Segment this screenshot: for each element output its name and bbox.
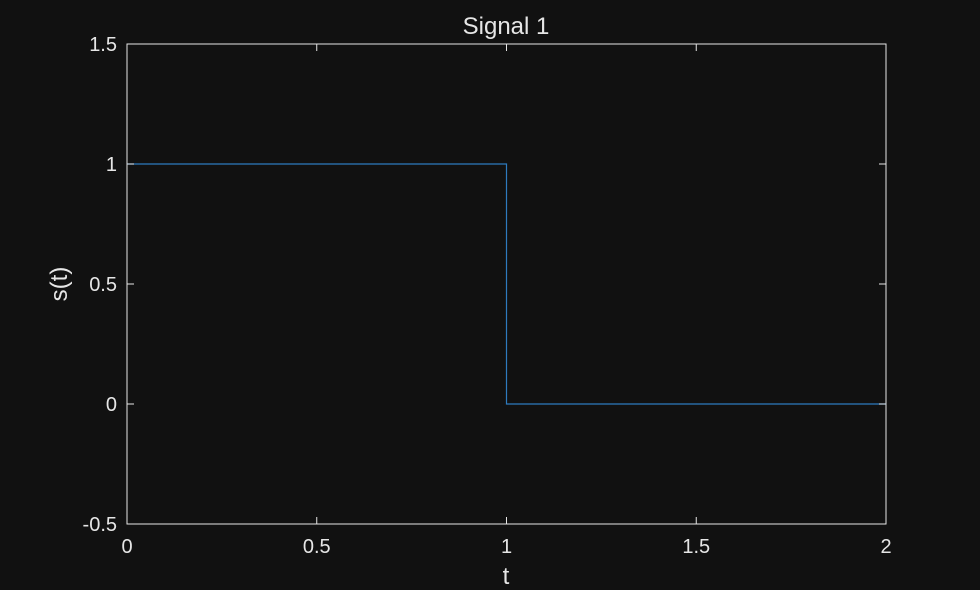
- x-axis-label: t: [503, 563, 510, 590]
- x-tick-label: 2: [880, 536, 891, 558]
- y-tick-label: 0: [106, 394, 117, 416]
- y-tick-label: 1.5: [89, 34, 117, 56]
- x-tick-label: 0.5: [303, 536, 331, 558]
- x-tick-label: 0: [121, 536, 132, 558]
- x-tick-label: 1.5: [682, 536, 710, 558]
- x-tick-label: 1: [501, 536, 512, 558]
- series-layer: [127, 163, 886, 405]
- ticks-layer: 0 0.5 1 1.5 2-0.500.511.5: [83, 34, 892, 558]
- y-tick-label: 0.5: [89, 274, 117, 296]
- y-tick-label: 1: [106, 154, 117, 176]
- y-tick-label: -0.5: [83, 514, 117, 536]
- y-axis-label: s(t): [46, 267, 73, 302]
- chart-title: Signal 1: [463, 13, 550, 40]
- series-line: [127, 163, 886, 405]
